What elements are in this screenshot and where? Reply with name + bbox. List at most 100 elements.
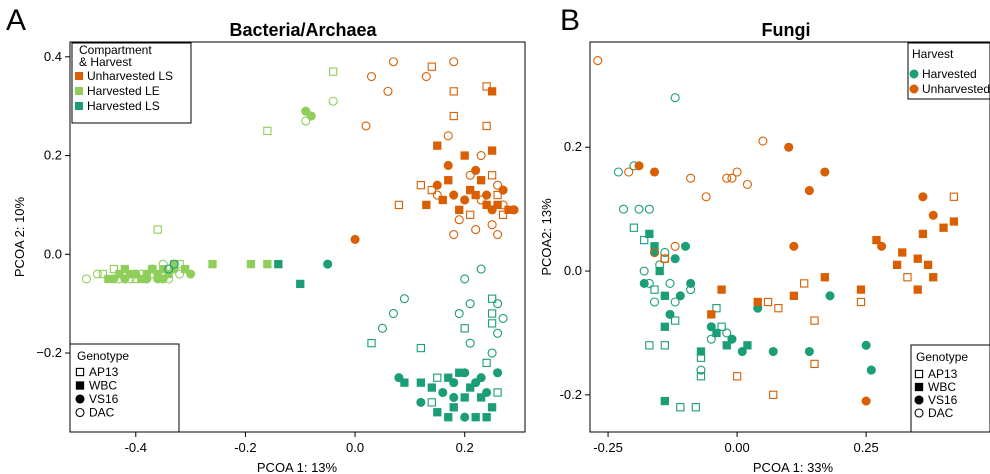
- panel-a-point-hle-wbc: [115, 269, 124, 279]
- panel-a-point-uls-ap13: [466, 210, 475, 219]
- panel-a-point-uls-ap13: [449, 87, 458, 96]
- panel-b-point-u-vs16: [918, 192, 928, 202]
- panel-a-point-hls-ap13: [487, 309, 497, 318]
- panel-a-point-hle-wbc: [120, 264, 129, 274]
- panel-a-point-hls-ap13: [482, 358, 491, 368]
- panel-a-point-hle-dac: [301, 116, 311, 126]
- panel-b-y-tick-label: 0.2: [564, 139, 582, 154]
- panel-a-point-uls-dac: [383, 86, 393, 96]
- panel-a-color-legend-title-line1: Compartment: [79, 43, 152, 57]
- panel-b-point-h-wbc: [696, 347, 706, 356]
- panel-b-point-u-wbc: [856, 285, 866, 294]
- panel-b-point-u-wbc: [918, 229, 928, 239]
- panel-a-point-hls-vs16: [460, 368, 470, 378]
- panel-b-point-h-ap13: [645, 341, 654, 350]
- panel-b-point-h-vs16: [706, 322, 716, 332]
- panel-b-y-tick-label: -0.2: [560, 387, 582, 402]
- panel-b-point-h-dac: [634, 204, 644, 214]
- panel-b-point-h-dac: [670, 93, 680, 103]
- panel-a-point-hls-wbc: [444, 373, 453, 382]
- panel-a-point-uls-vs16: [471, 165, 481, 175]
- panel-b-letter: B: [560, 4, 580, 37]
- panel-a-point-uls-dac: [361, 121, 371, 131]
- panel-b: B Fungi -0.25 0.00 0.25 -0.2 0.0 0.2 PCOA 1: …: [539, 4, 990, 474]
- panel-a-color-legend-box: [71, 42, 192, 124]
- panel-a-point-hle-wbc: [164, 269, 173, 279]
- panel-a-point-uls-wbc: [422, 200, 431, 210]
- panel-a-color-legend-title-line2: & Harvest: [79, 55, 132, 69]
- panel-a-point-uls-wbc: [487, 146, 497, 155]
- panel-b-point-u-ap13: [774, 304, 783, 313]
- panel-b-point-h-wbc: [660, 396, 669, 406]
- panel-b-shape-legend-label: VS16: [928, 393, 958, 407]
- panel-a-point-hle-ap13: [98, 269, 108, 279]
- panel-b-point-u-dac: [701, 192, 711, 202]
- panel-b-point-u-ap13: [810, 359, 819, 369]
- panel-a-point-hls-dac: [465, 338, 475, 348]
- panel-a-x-tick-label: -0.4: [125, 440, 147, 455]
- panel-a-point-hls-ap13: [487, 294, 497, 303]
- panel-b-point-h-ap13: [691, 403, 700, 412]
- panel-b-point-h-dac: [696, 365, 706, 375]
- panel-a-point-hls-dac: [377, 323, 388, 333]
- panel-b-point-h-dac: [618, 204, 629, 214]
- panel-b-point-h-ap13: [717, 322, 726, 331]
- panel-b-point-u-ap13: [800, 279, 809, 288]
- panel-b-point-h-wbc: [743, 341, 752, 350]
- panel-a-point-hls-wbc: [460, 393, 469, 402]
- panel-a-point-uls-vs16: [509, 205, 519, 215]
- panel-a-x-axis-label: PCOA 1: 13%: [257, 460, 338, 474]
- panel-b-shape-legend-box: [910, 344, 990, 433]
- panel-a-point-hls-vs16: [471, 378, 481, 388]
- panel-a-point-hls-wbc: [482, 413, 491, 422]
- panel-a-point-hls-wbc: [416, 378, 425, 387]
- panel-b-point-h-dac: [670, 297, 680, 307]
- panel-b-point-u-ap13: [810, 316, 819, 325]
- panel-a-legend-swatch: [75, 87, 83, 95]
- panel-a-point-uls-wbc: [476, 176, 486, 185]
- panel-b-x-axis-label: PCOA 1: 33%: [753, 460, 834, 474]
- panel-a-point-uls-wbc: [455, 205, 464, 214]
- panel-a-point-hle-ap13: [328, 67, 338, 76]
- panel-b-point-u-vs16: [820, 167, 830, 177]
- panel-b-point-u-wbc: [949, 217, 959, 226]
- panel-b-point-u-wbc: [820, 273, 829, 282]
- panel-a-point-hls-dac: [460, 274, 470, 284]
- panel-a-legend-marker-wbc: [75, 381, 85, 390]
- panel-b-color-legend-label: Harvested: [922, 67, 977, 81]
- panel-b-legend-marker-dac: [914, 408, 924, 418]
- panel-a-point-hle-dac: [164, 274, 174, 284]
- panel-b-x-tick-label: -0.25: [593, 440, 623, 455]
- panel-a-point-hle-wbc: [263, 260, 272, 269]
- panel-a-point-uls-wbc: [433, 141, 442, 150]
- panel-a-x-tick-label: 0.2: [456, 440, 474, 455]
- panel-b-point-h-dac: [660, 247, 670, 258]
- panel-b-y-axis-label: PCOA2: 13%: [539, 198, 554, 276]
- panel-a-point-uls-vs16: [487, 205, 497, 215]
- panel-a-point-hls-dac: [399, 294, 409, 304]
- panel-b-point-u-ap13: [856, 297, 866, 307]
- panel-a-point-hls-vs16: [394, 373, 404, 383]
- panel-a-point-hls-wbc: [487, 403, 497, 412]
- panel-b-point-h-wbc: [655, 266, 664, 276]
- panel-b-point-h-vs16: [861, 340, 871, 350]
- panel-b-point-u-dac: [686, 173, 696, 183]
- panel-a-point-hls-dac: [493, 299, 503, 309]
- panel-a-y-axis-label: PCOA 2: 10%: [12, 196, 27, 277]
- panel-a-point-uls-vs16: [443, 160, 453, 170]
- panel-a-point-uls-wbc: [471, 190, 480, 200]
- panel-a-point-uls-dac: [471, 225, 481, 235]
- panel-b-point-h-dac: [706, 334, 716, 344]
- panel-b-point-u-vs16: [634, 161, 644, 171]
- panel-b-point-u-dac: [660, 254, 670, 264]
- panel-b-point-u-dac: [593, 56, 603, 66]
- panel-a-y-tick-label: 0.4: [44, 49, 62, 64]
- panel-a-point-hls-wbc: [466, 383, 475, 392]
- panel-a-point-hle-wbc: [246, 260, 256, 269]
- panel-b-point-u-ap13: [769, 390, 778, 400]
- panel-a-point-uls-ap13: [493, 190, 502, 200]
- panel-a-point-hls-wbc: [476, 393, 486, 402]
- panel-a-point-hls-dac: [164, 264, 174, 274]
- panel-a-point-uls-vs16: [350, 234, 360, 245]
